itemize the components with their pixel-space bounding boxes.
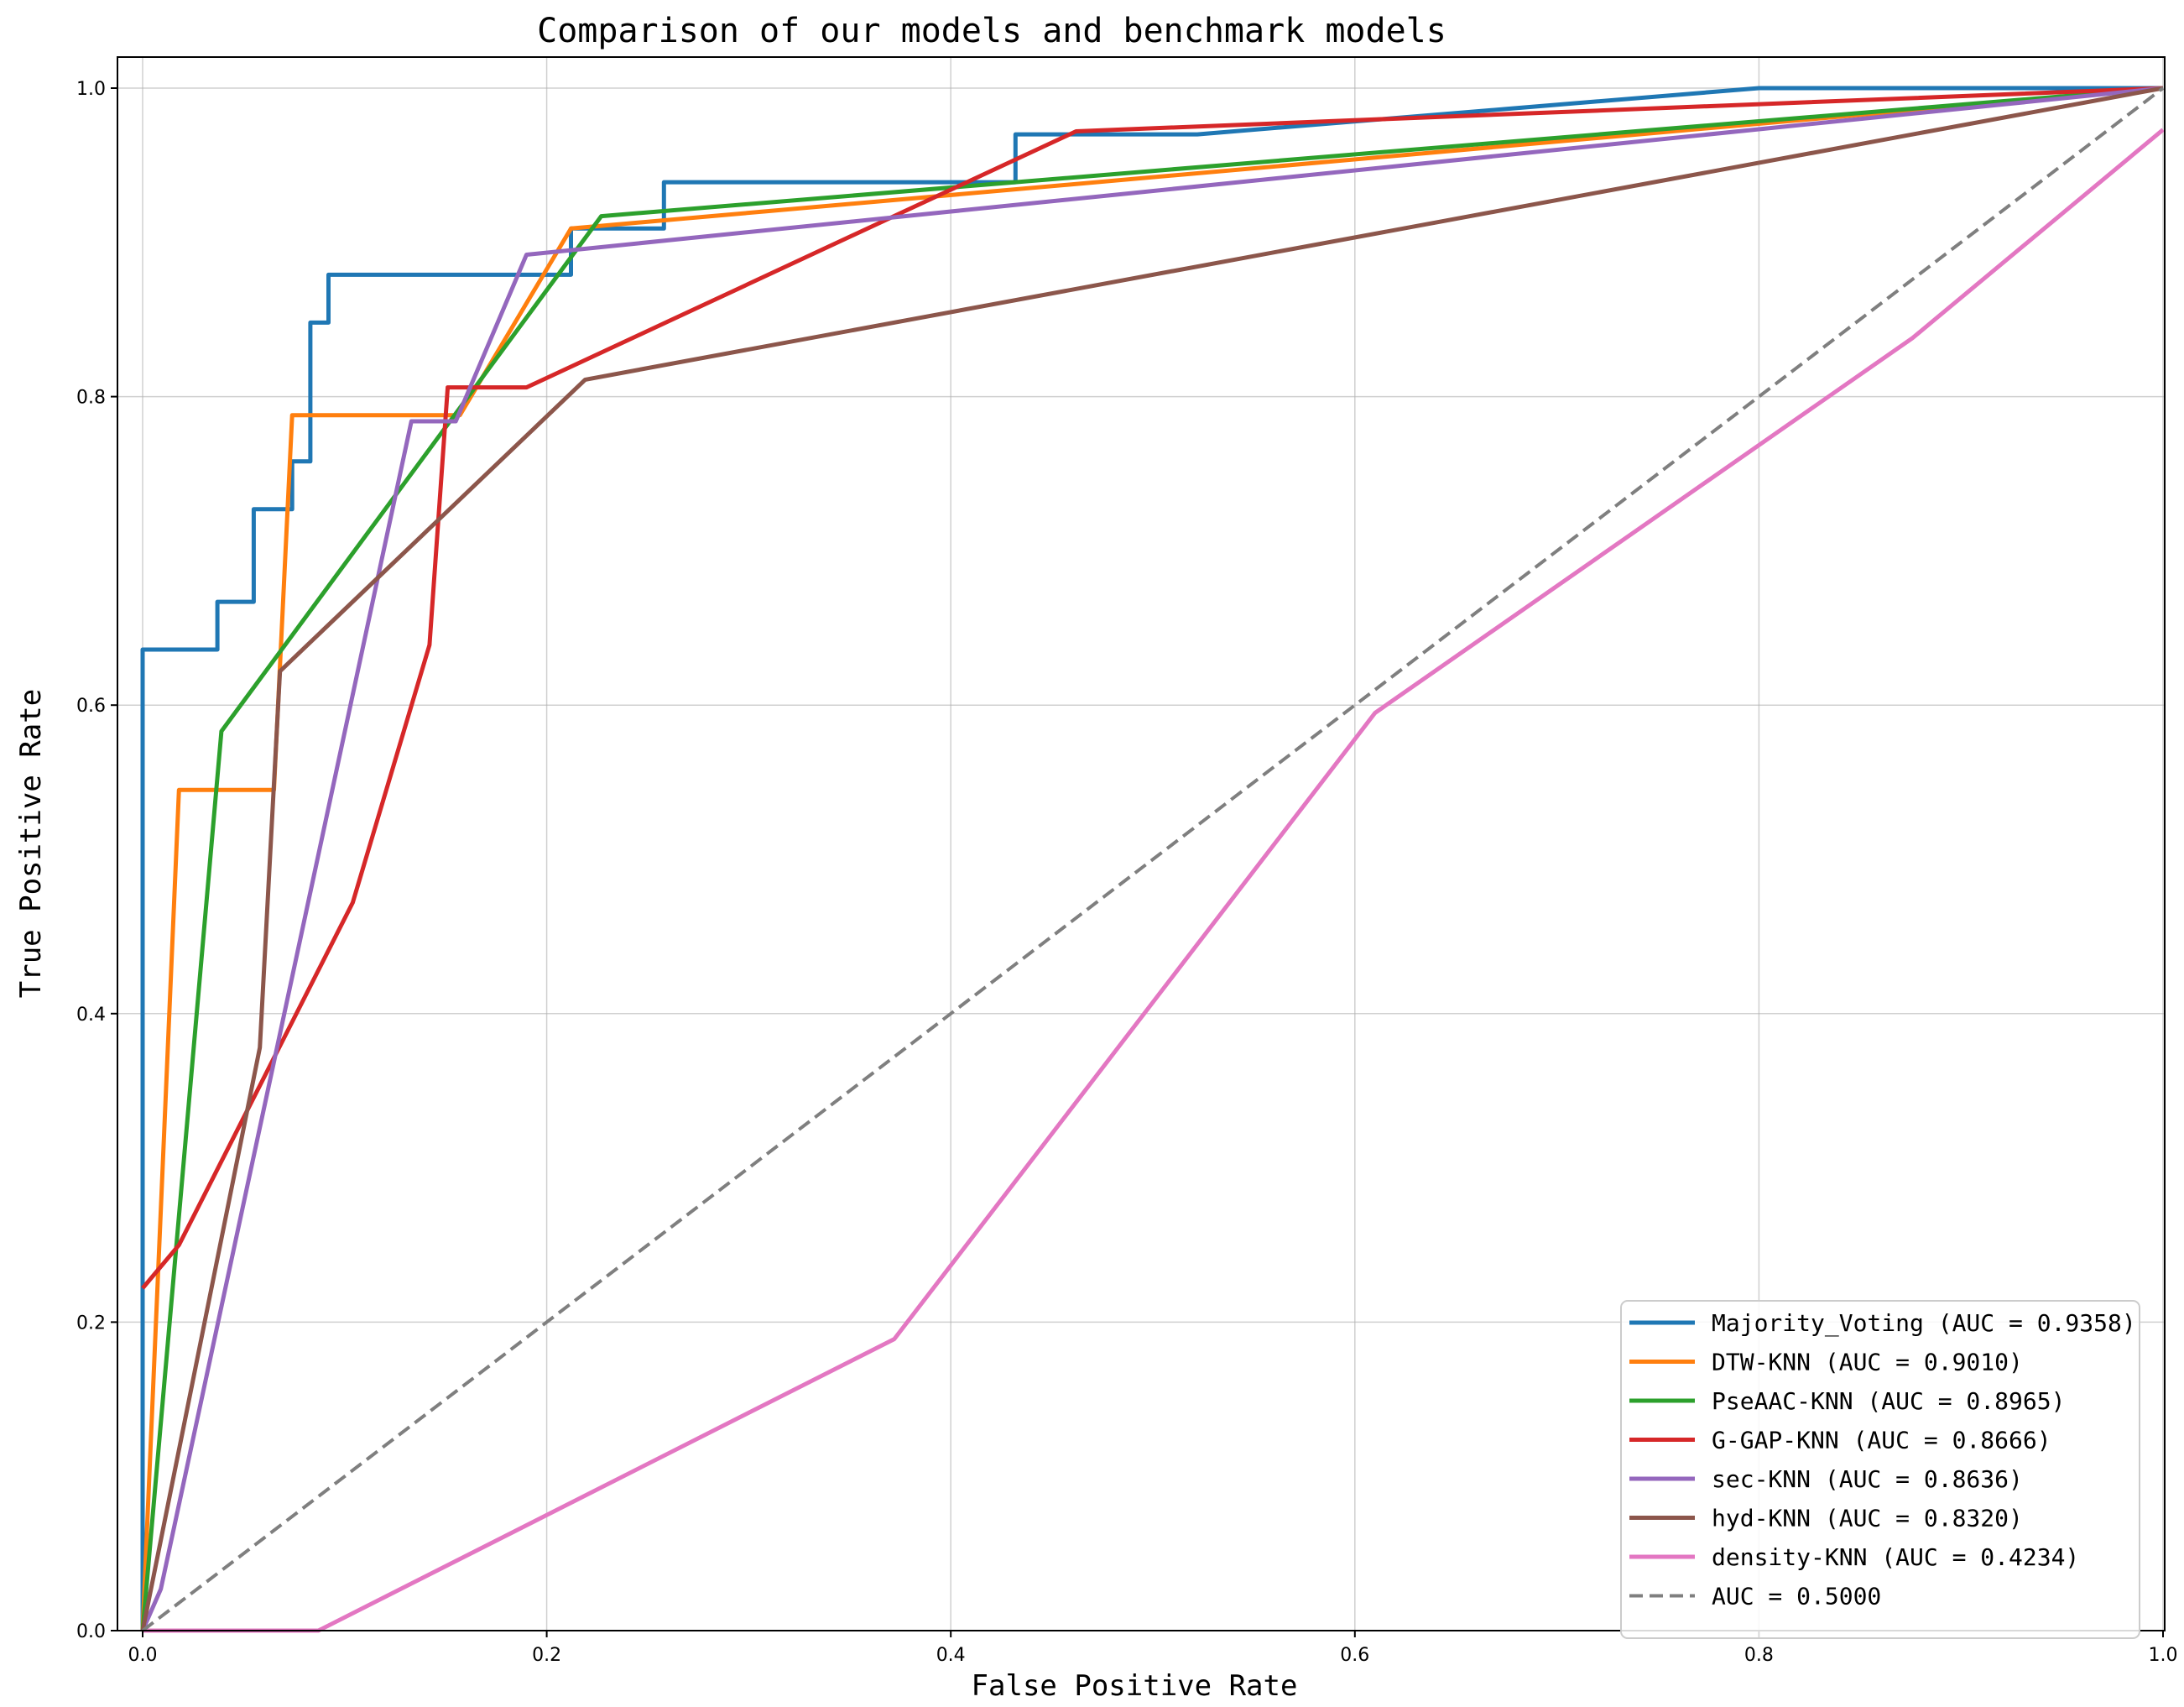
y-axis-label: True Positive Rate	[14, 689, 48, 998]
grid-lines	[117, 57, 2165, 1631]
legend-entry-label: G-GAP-KNN (AUC = 0.8666)	[1712, 1427, 2051, 1454]
x-tick-label: 1.0	[2149, 1645, 2178, 1666]
legend-entry-label: AUC = 0.5000	[1712, 1583, 1881, 1610]
y-tick-label: 0.8	[76, 388, 106, 409]
series-line-4	[140, 86, 2164, 1632]
x-tick-label: 0.4	[936, 1645, 966, 1666]
y-tick-label: 0.2	[76, 1313, 106, 1334]
x-tick-label: 0.2	[532, 1645, 561, 1666]
plot-frame	[117, 56, 2166, 1631]
x-axis-label: False Positive Rate	[972, 1669, 1298, 1703]
series-line-7	[141, 86, 2165, 1632]
series-line-1	[140, 86, 2164, 1631]
series-line-2	[140, 86, 2164, 1631]
legend-entry-label: sec-KNN (AUC = 0.8636)	[1712, 1465, 2023, 1493]
y-tick-label: 0.0	[76, 1621, 106, 1642]
legend-entry-label: PseAAC-KNN (AUC = 0.8965)	[1712, 1387, 2065, 1415]
legend-entry-label: density-KNN (AUC = 0.4234)	[1712, 1543, 2079, 1571]
legend-entry-label: DTW-KNN (AUC = 0.9010)	[1712, 1349, 2023, 1376]
y-tick-label: 0.4	[76, 1005, 106, 1026]
chart-title: Comparison of our models and benchmark m…	[537, 12, 1446, 50]
y-tick-label: 0.6	[76, 696, 106, 717]
series-line-5	[140, 86, 2164, 1631]
legend-entry-label: Majority_Voting (AUC = 0.9358)	[1712, 1309, 2136, 1338]
legend-entry-label: hyd-KNN (AUC = 0.8320)	[1712, 1505, 2023, 1532]
x-tick-label: 0.0	[128, 1645, 158, 1666]
x-tick-label: 0.8	[1744, 1645, 1774, 1666]
series-line-3	[141, 86, 2164, 1290]
axis-ticks: 0.0 0.2 0.4 0.6 0.8 1.0 0.0 0.2 0.4 0.6 0.8 1.0	[76, 79, 2178, 1666]
series-line-0	[140, 86, 2163, 1631]
legend-box	[1620, 1300, 2140, 1639]
y-tick-label: 1.0	[76, 79, 106, 100]
legend: Majority_Voting (AUC = 0.9358) DTW-KNN (A…	[1620, 1300, 2140, 1639]
x-tick-label: 0.6	[1340, 1645, 1369, 1666]
